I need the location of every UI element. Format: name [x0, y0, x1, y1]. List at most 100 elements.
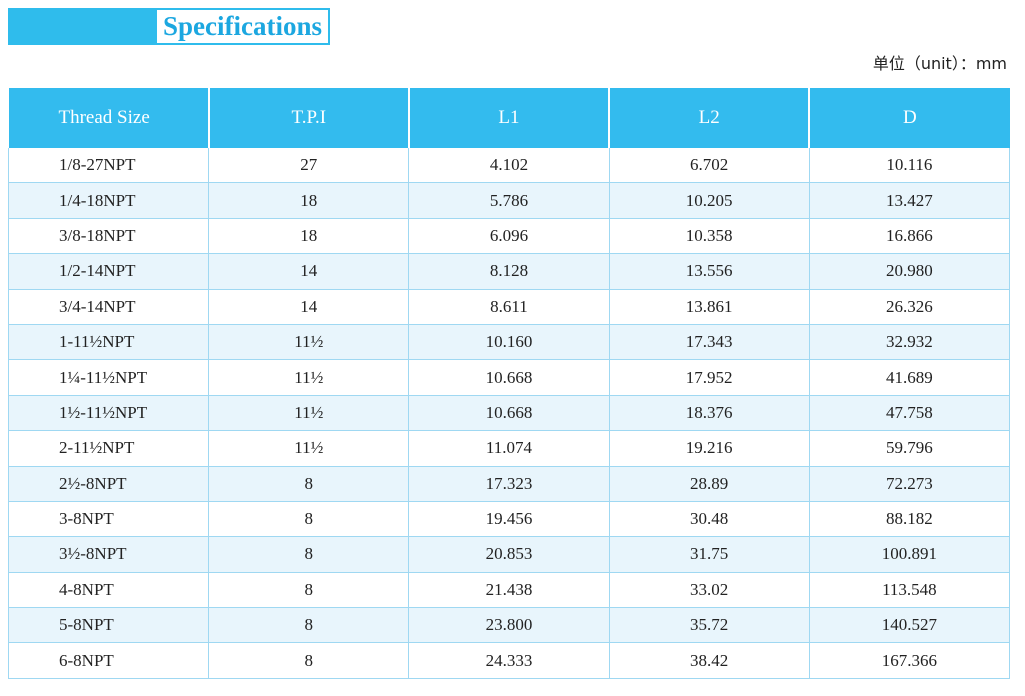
table-cell: 10.160 [408, 324, 610, 361]
table-cell: 33.02 [608, 572, 810, 609]
spec-table: Thread Size T.P.I L1 L2 D 1/8-27NPT 27 4.102 6.… [7, 88, 1011, 679]
table-cell: 17.952 [608, 359, 810, 396]
table-cell: 3½-8NPT [7, 536, 210, 573]
table-cell: 35.72 [608, 607, 810, 644]
table-cell: 18 [208, 182, 410, 219]
table-row: 2½-8NPT 8 17.323 28.89 72.273 [7, 466, 1011, 502]
column-header: Thread Size [8, 88, 210, 148]
table-cell: 11½ [208, 359, 410, 396]
table-cell: 8 [208, 572, 410, 609]
table-cell: 38.42 [608, 642, 810, 679]
table-cell: 100.891 [808, 536, 1011, 573]
table-row: 1/8-27NPT 27 4.102 6.702 10.116 [7, 148, 1011, 184]
table-cell: 10.116 [808, 148, 1011, 184]
table-cell: 1/4-18NPT [7, 182, 210, 219]
table-cell: 8 [208, 642, 410, 679]
table-cell: 1-11½NPT [7, 324, 210, 361]
table-cell: 11½ [208, 324, 410, 361]
table-row: 6-8NPT 8 24.333 38.42 167.366 [7, 642, 1011, 679]
table-cell: 3-8NPT [7, 501, 210, 538]
table-cell: 13.556 [608, 253, 810, 290]
header-row: Thread Size T.P.I L1 L2 D [8, 88, 1010, 148]
table-cell: 16.866 [808, 218, 1011, 255]
table-cell: 8 [208, 607, 410, 644]
table-cell: 2-11½NPT [7, 430, 210, 467]
table-cell: 28.89 [608, 466, 810, 502]
table-cell: 3/8-18NPT [7, 218, 210, 255]
table-row: 1½-11½NPT 11½ 10.668 18.376 47.758 [7, 395, 1011, 432]
table-row: 1-11½NPT 11½ 10.160 17.343 32.932 [7, 324, 1011, 361]
table-cell: 88.182 [808, 501, 1011, 538]
table-cell: 13.427 [808, 182, 1011, 219]
table-cell: 13.861 [608, 289, 810, 325]
table-cell: 8 [208, 501, 410, 538]
table-cell: 47.758 [808, 395, 1011, 432]
table-body: 1/8-27NPT 27 4.102 6.702 10.116 1/4-18NPT 18 5.… [7, 148, 1011, 679]
table-row: 1¼-11½NPT 11½ 10.668 17.952 41.689 [7, 359, 1011, 396]
column-header: L1 [408, 88, 611, 148]
table-cell: 14 [208, 253, 410, 290]
table-cell: 140.527 [808, 607, 1011, 644]
table-cell: 5-8NPT [7, 607, 210, 644]
table-cell: 26.326 [808, 289, 1011, 325]
table-cell: 2½-8NPT [7, 466, 210, 502]
table-cell: 23.800 [408, 607, 610, 644]
table-cell: 24.333 [408, 642, 610, 679]
table-cell: 20.980 [808, 253, 1011, 290]
table-cell: 167.366 [808, 642, 1011, 679]
table-cell: 31.75 [608, 536, 810, 573]
title: Specifications [155, 8, 330, 45]
table-cell: 1¼-11½NPT [7, 359, 210, 396]
table-cell: 20.853 [408, 536, 610, 573]
table-row: 3-8NPT 8 19.456 30.48 88.182 [7, 501, 1011, 538]
table-cell: 18.376 [608, 395, 810, 432]
table-cell: 8 [208, 536, 410, 573]
table-row: 5-8NPT 8 23.800 35.72 140.527 [7, 607, 1011, 644]
table-cell: 72.273 [808, 466, 1011, 502]
title-band [8, 8, 156, 45]
table-cell: 10.668 [408, 395, 610, 432]
table-cell: 1/2-14NPT [7, 253, 210, 290]
table-cell: 4.102 [408, 148, 610, 184]
table-cell: 8 [208, 466, 410, 502]
table-cell: 1½-11½NPT [7, 395, 210, 432]
table-cell: 11½ [208, 395, 410, 432]
table-cell: 18 [208, 218, 410, 255]
table-cell: 113.548 [808, 572, 1011, 609]
table-row: 4-8NPT 8 21.438 33.02 113.548 [7, 572, 1011, 609]
table-cell: 4-8NPT [7, 572, 210, 609]
table-cell: 3/4-14NPT [7, 289, 210, 325]
table-cell: 11.074 [408, 430, 610, 467]
table-row: 1/2-14NPT 14 8.128 13.556 20.980 [7, 253, 1011, 290]
table-cell: 11½ [208, 430, 410, 467]
table-cell: 10.668 [408, 359, 610, 396]
table-cell: 19.456 [408, 501, 610, 538]
table-cell: 32.932 [808, 324, 1011, 361]
table-cell: 8.611 [408, 289, 610, 325]
table-cell: 8.128 [408, 253, 610, 290]
table-row: 3½-8NPT 8 20.853 31.75 100.891 [7, 536, 1011, 573]
column-header: L2 [609, 88, 811, 148]
table-cell: 5.786 [408, 182, 610, 219]
column-header: D [809, 88, 1010, 148]
table-cell: 27 [208, 148, 410, 184]
column-header: T.P.I [208, 88, 410, 148]
unit-note: 单位（unit）：mm [872, 54, 1007, 73]
table-cell: 10.358 [608, 218, 810, 255]
table-cell: 1/8-27NPT [7, 148, 210, 184]
table-cell: 17.323 [408, 466, 610, 502]
table-cell: 17.343 [608, 324, 810, 361]
table-cell: 21.438 [408, 572, 610, 609]
table-cell: 59.796 [808, 430, 1011, 467]
table-cell: 6.702 [608, 148, 810, 184]
table-row: 1/4-18NPT 18 5.786 10.205 13.427 [7, 182, 1011, 219]
table-row: 2-11½NPT 11½ 11.074 19.216 59.796 [7, 430, 1011, 467]
table-cell: 6.096 [408, 218, 610, 255]
table-cell: 6-8NPT [7, 642, 210, 679]
table-cell: 30.48 [608, 501, 810, 538]
table-cell: 19.216 [608, 430, 810, 467]
table-cell: 10.205 [608, 182, 810, 219]
table-cell: 14 [208, 289, 410, 325]
table-row: 3/8-18NPT 18 6.096 10.358 16.866 [7, 218, 1011, 255]
